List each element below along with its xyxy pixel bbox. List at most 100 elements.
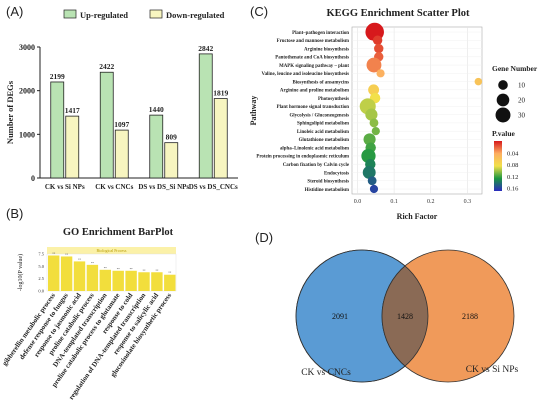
pathway-point bbox=[365, 108, 378, 121]
pathway-point bbox=[371, 127, 380, 136]
x-tick-label: 0.2 bbox=[427, 199, 435, 205]
bar-up bbox=[198, 53, 213, 179]
significance-marker: ** bbox=[78, 257, 82, 261]
pathway-point bbox=[367, 176, 377, 186]
bar-value-label: 1097 bbox=[114, 120, 129, 129]
significance-marker: ** bbox=[91, 261, 95, 265]
legend-label-down: Down-regulated bbox=[166, 10, 225, 20]
y-axis-title: Number of DEGs bbox=[5, 80, 15, 144]
pathway-point bbox=[363, 133, 376, 146]
venn-count-left: 2091 bbox=[332, 312, 348, 321]
pathway-label: Photosynthesis bbox=[318, 97, 349, 102]
deg-bar-chart: Up-regulated Down-regulated 0 1000 2000 3000 N… bbox=[5, 9, 238, 191]
significance-marker: ** bbox=[155, 268, 159, 272]
color-legend-tick: 0.16 bbox=[507, 186, 519, 193]
y-tick-label: 5.0 bbox=[38, 264, 44, 269]
go-bar bbox=[151, 272, 163, 291]
pathway-label: MAPK signaling pathway – plant bbox=[279, 64, 349, 69]
pathway-label: Glutathione metabolism bbox=[299, 138, 349, 143]
venn-outline-left bbox=[295, 249, 429, 383]
go-bar bbox=[86, 264, 99, 291]
bar-value-label: 2422 bbox=[99, 62, 114, 71]
color-legend-bar bbox=[494, 141, 502, 191]
legend-label-up: Up-regulated bbox=[80, 10, 128, 20]
y-axis-title: Pathway bbox=[249, 96, 258, 126]
significance-marker: ** bbox=[117, 267, 121, 271]
legend-swatch-up bbox=[63, 9, 77, 19]
pathway-label: Steroid biosynthesis bbox=[307, 180, 349, 185]
pathway-point bbox=[376, 69, 385, 78]
panel-label-a: (A) bbox=[6, 4, 24, 19]
venn-diagram: 2091 1428 2188 CK vs CNCs CK vs Si NPs bbox=[295, 249, 519, 383]
size-legend-dot bbox=[498, 80, 508, 90]
bar-value-label: 1440 bbox=[149, 105, 164, 114]
go-bar bbox=[164, 274, 176, 291]
go-bar bbox=[48, 255, 60, 291]
go-bar bbox=[60, 256, 73, 291]
pathway-point bbox=[374, 43, 384, 54]
y-tick-label: 3000 bbox=[19, 43, 35, 52]
size-legend-label: 20 bbox=[518, 97, 526, 105]
x-tick-label: DS vs DS_Si NPs bbox=[138, 183, 189, 191]
significance-marker: ** bbox=[52, 251, 56, 255]
pathway-label: Arginine biosynthesis bbox=[304, 47, 349, 52]
x-axis-title: Rich Factor bbox=[397, 212, 438, 221]
significance-marker: ** bbox=[130, 267, 134, 271]
pathway-label: Arginine and proline metabolism bbox=[280, 89, 349, 94]
pathway-label: Protein processing in endoplasmic reticu… bbox=[256, 155, 349, 160]
x-tick-label: 0.1 bbox=[390, 199, 398, 205]
pathway-label: Biosynthesis of ansamycins bbox=[292, 80, 349, 85]
significance-marker: ** bbox=[65, 252, 69, 256]
pathway-label: alpha–Linolenic acid metabolism bbox=[280, 146, 349, 151]
bar-down bbox=[213, 98, 228, 179]
venn-count-overlap: 1428 bbox=[397, 312, 413, 321]
facet-strip-label: Biological Process bbox=[97, 248, 127, 253]
go-title: GO Enrichment BarPlot bbox=[63, 227, 174, 238]
venn-overlap bbox=[381, 250, 428, 382]
go-bar bbox=[125, 270, 137, 291]
bar-value-label: 809 bbox=[166, 133, 178, 142]
size-legend-dot bbox=[496, 93, 510, 107]
pathway-label: Sphingolipid metabolism bbox=[297, 122, 349, 127]
y-tick-label: 7.5 bbox=[38, 252, 44, 257]
panel-label-c: (C) bbox=[250, 4, 269, 19]
pathway-label: Carbon fixation by Calvin cycle bbox=[283, 163, 350, 168]
size-legend-label: 30 bbox=[518, 112, 526, 120]
pathway-point bbox=[366, 57, 382, 73]
bar-value-label: 1417 bbox=[65, 106, 80, 115]
size-legend-label: 10 bbox=[518, 82, 526, 90]
size-legend-title: Gene Number bbox=[492, 64, 538, 73]
color-legend-tick: 0.08 bbox=[507, 162, 518, 169]
panel-label-d: (D) bbox=[255, 230, 274, 245]
x-tick-label: CK vs CNCs bbox=[95, 183, 133, 191]
y-tick-label: 0 bbox=[31, 174, 35, 183]
bar-down bbox=[65, 115, 80, 179]
y-tick-label: 2.5 bbox=[38, 276, 44, 281]
kegg-scatter-plot: KEGG Enrichment Scatter Plot 0.0 0.1 0.2 0.3… bbox=[249, 8, 538, 221]
pathway-label: Histidine metabolism bbox=[305, 188, 349, 193]
pathway-point bbox=[474, 77, 483, 86]
bar-down bbox=[114, 129, 129, 179]
pathway-label: Glycolysis / Gluconeogenesis bbox=[289, 113, 349, 118]
pathway-point bbox=[372, 35, 383, 45]
facet-strip bbox=[47, 247, 176, 254]
pathway-label: Endocytosis bbox=[324, 171, 349, 176]
y-tick-label: 2000 bbox=[19, 87, 35, 96]
venn-set-label-left: CK vs CNCs bbox=[301, 368, 351, 378]
pathway-label: Valine, leucine and isoleucine biosynthe… bbox=[262, 72, 350, 77]
y-axis-title: -log10(P value) bbox=[17, 254, 24, 291]
go-bar bbox=[99, 269, 111, 291]
x-tick-label: CK vs Si NPs bbox=[45, 183, 85, 191]
venn-set-label-right: CK vs Si NPs bbox=[466, 365, 519, 375]
color-legend-tick: 0.12 bbox=[507, 174, 518, 181]
significance-marker: ** bbox=[143, 268, 147, 272]
significance-marker: ** bbox=[168, 271, 172, 275]
bar-value-label: 2842 bbox=[198, 44, 213, 53]
go-bar bbox=[73, 261, 86, 291]
pathway-point bbox=[362, 166, 376, 179]
venn-count-right: 2188 bbox=[462, 312, 478, 321]
panel-label-b: (B) bbox=[6, 206, 24, 221]
pathway-label: Pantothenate and CoA biosynthesis bbox=[275, 56, 349, 61]
color-legend-title: P.value bbox=[492, 129, 516, 138]
bar-value-label: 2199 bbox=[50, 72, 65, 81]
